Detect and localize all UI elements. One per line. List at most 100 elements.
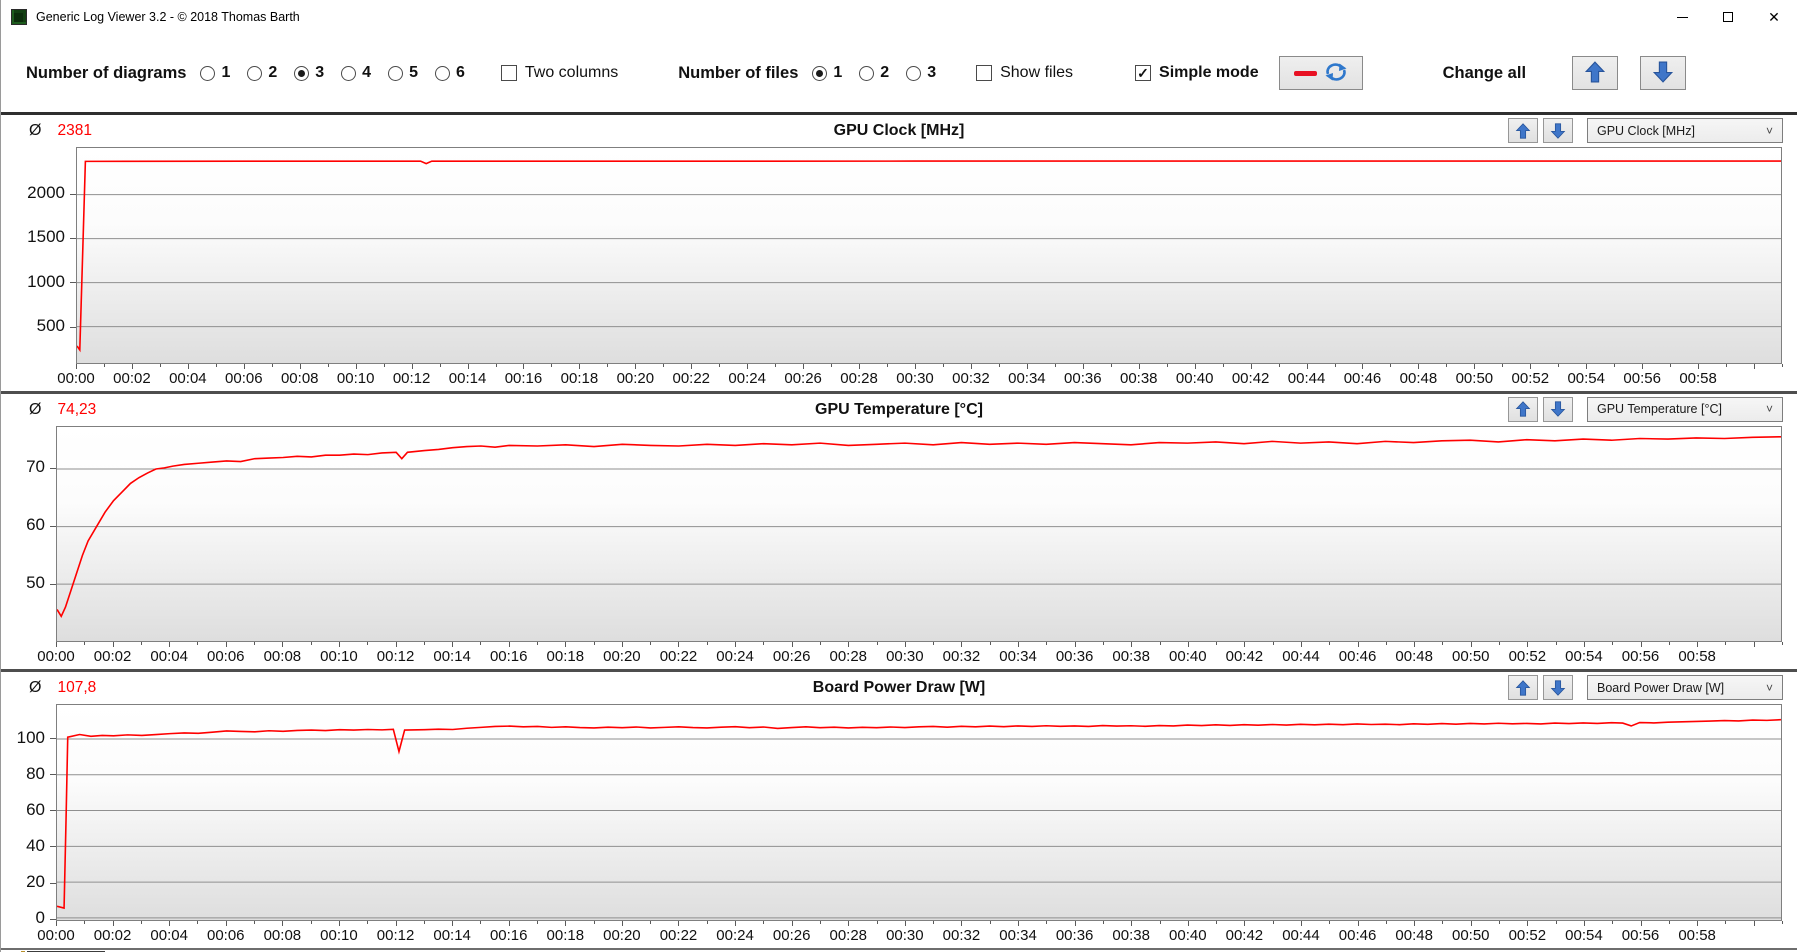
- metric-down-button[interactable]: [1543, 675, 1573, 701]
- x-tick-label: 00:56: [1621, 648, 1660, 666]
- x-tick-label: 00:00: [37, 648, 75, 666]
- x-axis: 00:00 00:02 00:04 00:06 00:08 00:10 00:12 00:14…: [37, 921, 1783, 948]
- radio-diagrams-4[interactable]: 4: [341, 64, 371, 82]
- metric-up-button[interactable]: [1508, 118, 1538, 143]
- x-tick-label: 00:40: [1175, 369, 1214, 387]
- x-tick-label: 00:24: [716, 927, 754, 945]
- y-tick-label: 500: [36, 316, 65, 336]
- x-tick-mark: [299, 363, 301, 369]
- x-tick-mark: [338, 921, 340, 927]
- radio-diagrams-3[interactable]: 3: [294, 64, 324, 82]
- x-tick-mark: [1418, 363, 1420, 369]
- minimize-button[interactable]: [1659, 0, 1705, 34]
- two-columns-checkbox[interactable]: Two columns: [500, 64, 618, 82]
- simple-mode-checkbox-box[interactable]: ✓: [1135, 65, 1152, 81]
- average-value: 74,23: [57, 400, 97, 418]
- line-style-refresh-button[interactable]: [1278, 56, 1363, 90]
- x-tick-mark: [187, 363, 189, 369]
- x-tick-label: 00:42: [1225, 927, 1264, 945]
- x-tick-mark: [1754, 363, 1756, 369]
- x-tick-mark: [763, 921, 765, 925]
- number-of-files-radio-group: 1 2 3: [812, 64, 936, 82]
- x-tick-mark: [635, 363, 637, 369]
- x-tick-mark: [1726, 363, 1728, 367]
- x-tick-label: 00:16: [489, 648, 528, 666]
- radio-circle-icon: [859, 65, 875, 81]
- x-tick-label: 00:34: [1008, 369, 1046, 387]
- x-tick-label: 00:26: [772, 927, 811, 945]
- show-files-label: Show files: [1000, 64, 1074, 81]
- metric-dropdown[interactable]: GPU Temperature [°C] ˅: [1587, 396, 1783, 422]
- x-tick-mark: [1725, 921, 1727, 925]
- radio-diagrams-2[interactable]: 2: [247, 64, 277, 82]
- x-tick-mark: [1362, 363, 1364, 369]
- x-tick-mark: [1782, 921, 1783, 925]
- x-tick-mark: [423, 642, 425, 646]
- x-tick-mark: [998, 363, 1000, 367]
- radio-diagrams-1[interactable]: 1: [200, 64, 230, 82]
- x-tick-label: 00:58: [1678, 648, 1716, 666]
- x-tick-mark: [1244, 642, 1246, 648]
- close-button[interactable]: ✕: [1751, 0, 1797, 34]
- simple-mode-checkbox[interactable]: ✓ Simple mode: [1135, 64, 1259, 82]
- bottom-edge-sliver: [1, 948, 1797, 952]
- x-tick-mark: [310, 921, 312, 925]
- x-tick-label: 00:48: [1399, 369, 1438, 387]
- x-tick-mark: [706, 642, 708, 646]
- x-tick-label: 00:26: [784, 369, 822, 387]
- x-tick-label: 00:20: [616, 369, 655, 387]
- metric-down-button[interactable]: [1543, 396, 1573, 422]
- x-tick-mark: [1697, 642, 1699, 648]
- x-tick-label: 00:42: [1231, 369, 1270, 387]
- x-tick-mark: [1074, 642, 1076, 648]
- down-arrow-icon: [1652, 61, 1674, 86]
- x-tick-mark: [1612, 642, 1614, 646]
- radio-files-2[interactable]: 2: [859, 64, 889, 82]
- metric-dropdown[interactable]: GPU Clock [MHz] ˅: [1587, 118, 1783, 143]
- x-tick-label: 00:46: [1338, 648, 1377, 666]
- x-tick-label: 00:20: [603, 648, 641, 666]
- x-tick-mark: [942, 363, 944, 367]
- radio-files-1[interactable]: 1: [812, 64, 842, 82]
- x-tick-mark: [467, 363, 469, 369]
- x-tick-mark: [56, 642, 57, 648]
- x-tick-mark: [1385, 642, 1387, 646]
- radio-diagrams-6[interactable]: 6: [434, 64, 465, 82]
- x-tick-label: 00:16: [504, 369, 543, 387]
- x-tick-mark: [1527, 921, 1529, 927]
- show-files-checkbox-box[interactable]: [976, 65, 993, 81]
- x-tick-mark: [848, 921, 850, 927]
- chart-panel-3: Ø 107,8 Board Power Draw [W] Board Power…: [1, 669, 1797, 949]
- x-tick-mark: [1082, 363, 1084, 369]
- metric-down-button[interactable]: [1543, 118, 1573, 143]
- x-tick-mark: [621, 642, 623, 648]
- change-all-down-button[interactable]: [1640, 56, 1687, 90]
- metric-up-button[interactable]: [1508, 396, 1538, 422]
- change-all-up-button[interactable]: [1572, 56, 1619, 90]
- metric-dropdown[interactable]: Board Power Draw [W] ˅: [1587, 675, 1783, 701]
- x-tick-label: 00:46: [1338, 927, 1377, 945]
- metric-up-button[interactable]: [1508, 675, 1538, 701]
- x-tick-mark: [367, 642, 369, 646]
- maximize-button[interactable]: [1705, 0, 1751, 34]
- x-tick-label: 00:04: [150, 648, 188, 666]
- x-tick-mark: [1110, 363, 1112, 367]
- x-tick-mark: [452, 921, 454, 927]
- y-tick-mark: [50, 882, 56, 884]
- x-tick-label: 00:36: [1055, 927, 1094, 945]
- x-tick-mark: [970, 363, 972, 369]
- x-tick-mark: [678, 642, 680, 648]
- two-columns-checkbox-box[interactable]: [500, 65, 517, 81]
- x-tick-label: 00:56: [1623, 369, 1661, 387]
- x-tick-mark: [1499, 921, 1501, 925]
- radio-diagrams-5[interactable]: 5: [388, 64, 418, 82]
- x-tick-mark: [1026, 363, 1028, 369]
- show-files-checkbox[interactable]: Show files: [976, 64, 1073, 82]
- simple-mode-label: Simple mode: [1159, 64, 1259, 81]
- x-tick-mark: [1668, 642, 1670, 646]
- x-tick-mark: [1054, 363, 1056, 367]
- x-tick-mark: [819, 921, 821, 925]
- x-tick-label: 00:52: [1511, 369, 1550, 387]
- x-tick-label: 00:24: [716, 648, 754, 666]
- radio-files-3[interactable]: 3: [906, 64, 936, 82]
